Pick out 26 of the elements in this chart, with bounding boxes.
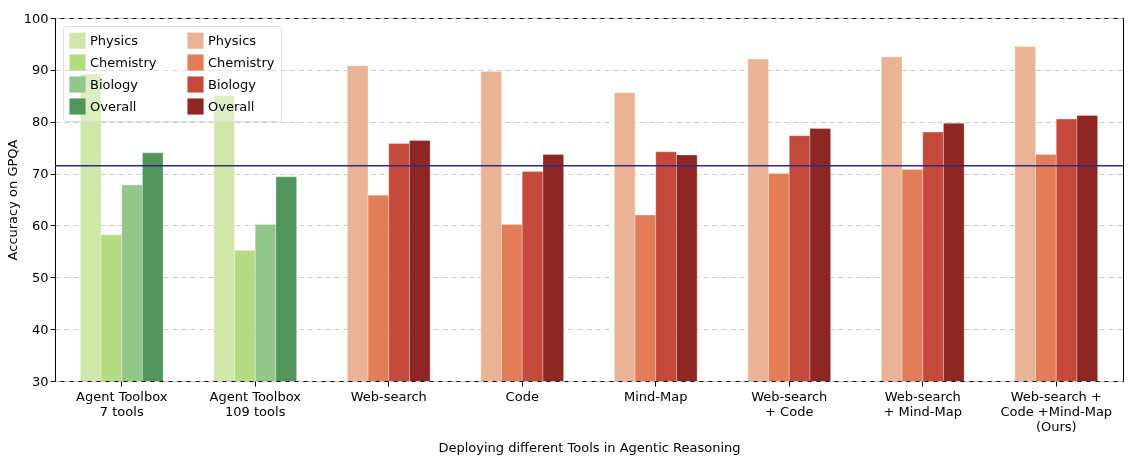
x-tick-label: Code [505,388,539,404]
y-tick-label: 30 [31,373,49,389]
x-tick-label: Web-search + Mind-Map [883,388,962,419]
legend-label: Chemistry [208,54,275,70]
y-tick-label: 80 [31,114,49,130]
x-tick-label: Mind-Map [624,388,688,404]
x-tick-label: Web-search + Code [751,388,828,419]
legend-label: Overall [208,98,255,114]
y-tick-label: 90 [31,62,49,78]
y-tick-label: 40 [31,321,49,337]
legend-label: Biology [208,76,257,92]
x-tick-label: Web-search + Code +Mind-Map (Ours) [1000,388,1113,434]
legend-label: Chemistry [90,54,157,70]
legend-label: Overall [90,98,137,114]
y-tick-label: 100 [23,10,49,26]
x-tick-label: Agent Toolbox 109 tools [209,388,302,419]
y-axis-title: Accuracy on GPQA [4,139,20,261]
y-tick-label: 70 [31,166,49,182]
x-axis-title: Deploying different Tools in Agentic Reasoning [438,439,741,455]
y-tick-label: 60 [31,217,49,233]
legend-label: Physics [208,32,257,48]
legend-label: Biology [90,76,139,92]
x-tick-label: Web-search [350,388,427,404]
legend-label: Physics [90,32,139,48]
y-tick-label: 50 [31,269,49,285]
x-tick-label: Agent Toolbox 7 tools [76,388,168,419]
